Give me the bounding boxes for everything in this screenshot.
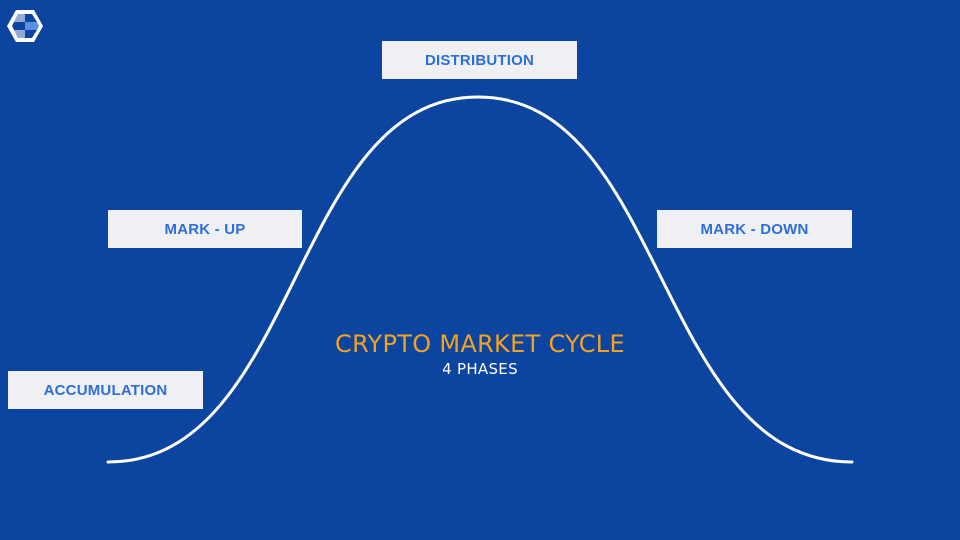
main-title: CRYPTO MARKET CYCLE <box>335 330 625 358</box>
bell-curve-line <box>106 95 854 464</box>
title-block: CRYPTO MARKET CYCLE 4 PHASES <box>280 329 680 379</box>
phase-accumulation-label: ACCUMULATION <box>8 371 203 409</box>
phase-distribution-label: DISTRIBUTION <box>382 41 577 79</box>
hexagon-logo-icon <box>7 10 43 42</box>
phase-markup-label: MARK - UP <box>108 210 302 248</box>
phase-markdown-label: MARK - DOWN <box>657 210 852 248</box>
subtitle: 4 PHASES <box>442 360 518 378</box>
